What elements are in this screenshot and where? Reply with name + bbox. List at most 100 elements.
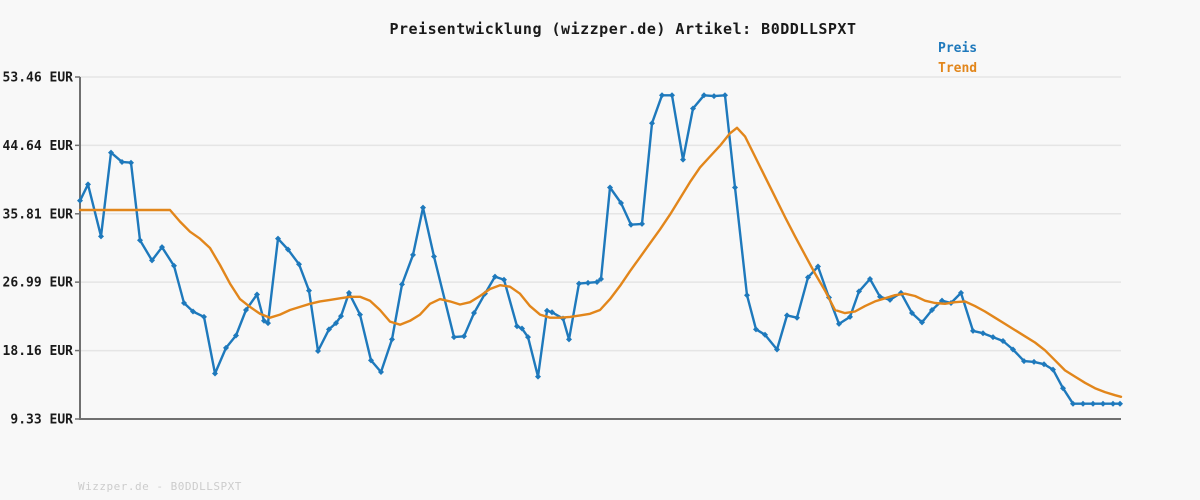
data-point-marker	[98, 233, 104, 240]
data-point-marker	[919, 319, 925, 326]
data-point-marker	[315, 348, 321, 355]
data-point-marker	[549, 309, 555, 316]
y-tick-label: 26.99 EUR	[3, 276, 74, 291]
data-point-marker	[461, 333, 467, 340]
data-point-marker	[149, 257, 155, 264]
data-point-marker	[815, 263, 821, 270]
y-tick-label: 44.64 EUR	[3, 139, 74, 154]
data-point-marker	[732, 184, 738, 191]
data-point-marker	[774, 346, 780, 353]
data-point-marker	[929, 306, 935, 313]
data-point-marker	[628, 221, 634, 228]
data-point-marker	[1100, 400, 1106, 407]
data-point-marker	[159, 244, 165, 251]
axis-spines	[79, 77, 1121, 420]
data-point-marker	[1010, 346, 1016, 353]
data-point-marker	[254, 291, 260, 298]
data-point-marker	[607, 184, 613, 191]
y-tick-label: 18.16 EUR	[3, 344, 74, 359]
data-point-marker	[867, 275, 873, 282]
data-point-marker	[566, 336, 572, 343]
data-point-marker	[544, 307, 550, 314]
data-point-marker	[1060, 385, 1066, 392]
series-line-preis	[78, 94, 1122, 405]
data-point-marker	[939, 297, 945, 304]
data-point-marker	[711, 93, 717, 100]
data-point-marker	[389, 336, 395, 343]
data-point-marker	[285, 246, 291, 253]
data-point-marker	[794, 314, 800, 321]
data-point-marker	[181, 299, 187, 306]
data-point-marker	[296, 261, 302, 268]
data-point-marker	[669, 92, 675, 99]
data-point-marker	[753, 326, 759, 333]
data-point-marker	[338, 313, 344, 320]
data-point-marker	[576, 280, 582, 287]
data-point-marker	[275, 235, 281, 242]
data-point-marker	[690, 105, 696, 112]
data-point-marker	[847, 313, 853, 320]
data-point-marker	[212, 370, 218, 377]
page-title: Preisentwicklung (wizzper.de) Artikel: B…	[389, 20, 857, 38]
data-point-marker	[85, 181, 91, 188]
data-point-marker	[649, 120, 655, 127]
legend-item-trend: Trend	[938, 61, 978, 76]
data-point-marker	[1080, 400, 1086, 407]
data-point-marker	[420, 204, 426, 211]
data-point-marker	[1031, 358, 1037, 365]
data-point-marker	[233, 332, 239, 339]
data-point-marker	[585, 279, 591, 286]
data-point-marker	[265, 320, 271, 327]
data-point-marker	[261, 317, 267, 324]
data-point-marker	[680, 156, 686, 163]
data-point-marker	[201, 313, 207, 320]
data-point-marker	[1090, 400, 1096, 407]
data-point-marker	[190, 308, 196, 315]
legend-item-preis: Preis	[938, 41, 978, 56]
data-point-marker	[970, 327, 976, 334]
data-point-marker	[399, 281, 405, 288]
data-point-marker	[744, 292, 750, 299]
data-point-marker	[333, 320, 339, 327]
data-point-marker	[77, 197, 83, 204]
data-point-marker	[368, 357, 374, 364]
data-point-marker	[1110, 400, 1116, 407]
data-point-marker	[1000, 337, 1006, 344]
data-point-marker	[598, 275, 604, 282]
y-tick-label: 53.46 EUR	[3, 71, 74, 86]
data-point-marker	[594, 279, 600, 286]
data-point-marker	[519, 325, 525, 332]
data-point-marker	[618, 200, 624, 207]
data-point-marker	[836, 320, 842, 327]
data-point-marker	[805, 274, 811, 281]
data-point-marker	[722, 92, 728, 99]
watermark-text: Wizzper.de - B0DDLLSPXT	[78, 480, 242, 493]
data-point-marker	[243, 306, 249, 313]
data-point-marker	[326, 326, 332, 333]
data-point-marker	[306, 287, 312, 294]
data-point-marker	[990, 334, 996, 341]
data-point-marker	[856, 288, 862, 295]
data-point-marker	[1041, 361, 1047, 368]
data-point-marker	[119, 158, 125, 165]
data-point-marker	[378, 368, 384, 375]
data-point-marker	[514, 323, 520, 330]
data-point-marker	[171, 262, 177, 269]
y-tick-label: 35.81 EUR	[3, 207, 74, 222]
data-point-marker	[1021, 358, 1027, 365]
data-point-marker	[1117, 400, 1123, 407]
data-point-marker	[659, 92, 665, 99]
chart-legend: Preis Trend	[938, 39, 977, 79]
data-point-marker	[1070, 400, 1076, 407]
data-point-marker	[471, 310, 477, 317]
data-point-marker	[784, 312, 790, 319]
data-point-marker	[762, 331, 768, 338]
data-point-marker	[410, 251, 416, 258]
series-line-trend	[78, 126, 1123, 398]
data-point-marker	[980, 330, 986, 337]
data-point-marker	[357, 311, 363, 318]
data-point-marker	[128, 159, 134, 166]
data-point-marker	[701, 92, 707, 99]
data-point-marker	[451, 334, 457, 341]
y-tick-label: 9.33 EUR	[10, 413, 73, 428]
